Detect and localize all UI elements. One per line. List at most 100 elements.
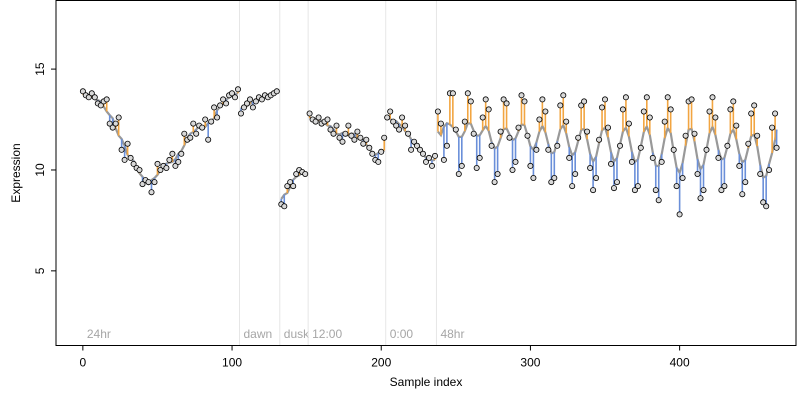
data-point xyxy=(703,146,710,153)
data-point xyxy=(491,179,498,186)
data-point xyxy=(246,96,253,103)
data-point xyxy=(706,108,713,115)
annotation-label: 48hr xyxy=(440,327,464,341)
data-point xyxy=(736,162,743,169)
data-point xyxy=(381,134,388,141)
data-point xyxy=(503,100,510,107)
data-point xyxy=(130,160,137,167)
data-point xyxy=(290,183,297,190)
data-point xyxy=(390,118,397,125)
data-point xyxy=(327,126,334,133)
data-point xyxy=(593,174,600,181)
data-point xyxy=(497,128,504,135)
data-point xyxy=(393,122,400,129)
data-point xyxy=(545,146,552,153)
data-point xyxy=(745,140,752,147)
data-point xyxy=(551,174,558,181)
data-point xyxy=(425,154,432,161)
data-point xyxy=(622,94,629,101)
data-point xyxy=(670,146,677,153)
data-point xyxy=(109,124,116,131)
data-point xyxy=(360,140,367,147)
data-point xyxy=(560,92,567,99)
data-point xyxy=(228,90,235,97)
data-point xyxy=(661,118,668,125)
data-point xyxy=(187,134,194,141)
data-point xyxy=(369,150,376,157)
data-point xyxy=(673,183,680,190)
data-point xyxy=(521,98,528,105)
data-point xyxy=(658,158,665,165)
axis-layer: 0 100 200 300 400 5 10 15 xyxy=(33,62,690,369)
data-point xyxy=(217,102,224,109)
y-tick-label: 10 xyxy=(33,163,47,177)
data-point xyxy=(348,132,355,139)
data-point xyxy=(205,136,212,143)
data-point xyxy=(324,116,331,123)
data-point xyxy=(569,183,576,190)
data-point xyxy=(402,122,409,129)
data-point xyxy=(118,146,125,153)
data-point xyxy=(464,90,471,97)
data-point xyxy=(527,162,534,169)
data-point xyxy=(249,104,256,111)
data-point xyxy=(315,114,322,121)
x-axis-title: Sample index xyxy=(390,375,463,389)
data-point xyxy=(399,114,406,121)
data-point xyxy=(281,203,288,210)
data-point xyxy=(443,142,450,149)
data-point xyxy=(145,179,152,186)
data-point xyxy=(345,122,352,129)
x-tick-label: 200 xyxy=(371,356,391,370)
data-point xyxy=(452,126,459,133)
data-point xyxy=(127,154,134,161)
data-point xyxy=(405,130,412,137)
data-point xyxy=(115,114,122,121)
data-point xyxy=(88,90,95,97)
data-point xyxy=(563,118,570,125)
data-point xyxy=(587,164,594,171)
data-point xyxy=(628,158,635,165)
data-point xyxy=(211,104,218,111)
data-point xyxy=(649,154,656,161)
data-point xyxy=(121,156,128,163)
annotation-label: dusk xyxy=(284,327,310,341)
data-point xyxy=(536,116,543,123)
data-point xyxy=(772,110,779,117)
data-point xyxy=(157,166,164,173)
data-point xyxy=(655,197,662,204)
data-point xyxy=(428,162,435,169)
data-point xyxy=(773,144,780,151)
data-point xyxy=(506,134,513,141)
data-point xyxy=(482,96,489,103)
data-point xyxy=(151,179,158,186)
y-tick-label: 15 xyxy=(33,62,47,76)
data-point xyxy=(470,130,477,137)
data-point xyxy=(330,130,337,137)
data-point xyxy=(727,106,734,113)
data-point xyxy=(718,187,725,194)
data-point xyxy=(608,160,615,167)
data-point xyxy=(605,124,612,131)
data-point xyxy=(691,130,698,137)
data-point xyxy=(530,174,537,181)
annotation-label: 24hr xyxy=(87,327,111,341)
data-point xyxy=(539,96,546,103)
data-point xyxy=(342,130,349,137)
data-point xyxy=(596,136,603,143)
x-tick-label: 100 xyxy=(222,356,242,370)
data-point xyxy=(625,120,632,127)
data-point xyxy=(751,102,758,109)
data-point xyxy=(139,181,146,188)
data-point xyxy=(387,108,394,115)
data-point xyxy=(619,106,626,113)
data-point xyxy=(739,191,746,198)
data-point xyxy=(354,128,361,135)
data-point xyxy=(431,152,438,159)
data-point xyxy=(175,158,182,165)
data-point xyxy=(136,166,143,173)
data-point xyxy=(413,142,420,149)
data-point xyxy=(760,199,767,206)
